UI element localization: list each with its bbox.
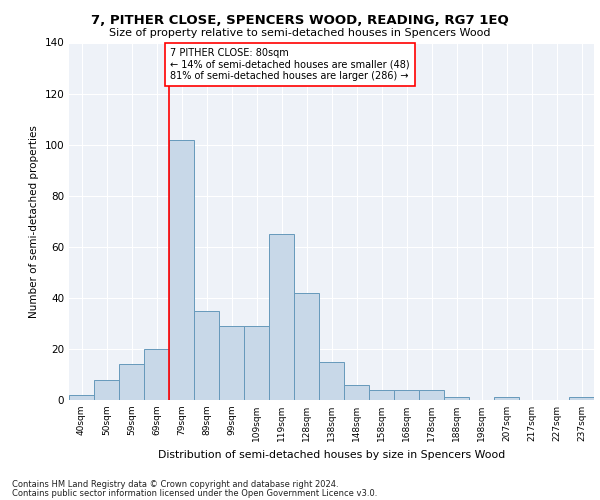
Bar: [169, 140, 194, 400]
Bar: [194, 310, 219, 400]
Bar: [94, 380, 119, 400]
Bar: [119, 364, 144, 400]
Bar: [344, 384, 369, 400]
Text: 7, PITHER CLOSE, SPENCERS WOOD, READING, RG7 1EQ: 7, PITHER CLOSE, SPENCERS WOOD, READING,…: [91, 14, 509, 27]
Bar: [394, 390, 419, 400]
Bar: [244, 326, 269, 400]
Bar: [444, 398, 469, 400]
Bar: [569, 398, 594, 400]
Text: Size of property relative to semi-detached houses in Spencers Wood: Size of property relative to semi-detach…: [109, 28, 491, 38]
Bar: [369, 390, 394, 400]
Bar: [144, 349, 169, 400]
X-axis label: Distribution of semi-detached houses by size in Spencers Wood: Distribution of semi-detached houses by …: [158, 450, 505, 460]
Text: 7 PITHER CLOSE: 80sqm
← 14% of semi-detached houses are smaller (48)
81% of semi: 7 PITHER CLOSE: 80sqm ← 14% of semi-deta…: [170, 48, 410, 81]
Y-axis label: Number of semi-detached properties: Number of semi-detached properties: [29, 125, 39, 318]
Bar: [69, 395, 94, 400]
Bar: [494, 398, 519, 400]
Bar: [319, 362, 344, 400]
Bar: [419, 390, 444, 400]
Text: Contains HM Land Registry data © Crown copyright and database right 2024.: Contains HM Land Registry data © Crown c…: [12, 480, 338, 489]
Bar: [269, 234, 294, 400]
Bar: [219, 326, 244, 400]
Text: Contains public sector information licensed under the Open Government Licence v3: Contains public sector information licen…: [12, 488, 377, 498]
Bar: [294, 292, 319, 400]
